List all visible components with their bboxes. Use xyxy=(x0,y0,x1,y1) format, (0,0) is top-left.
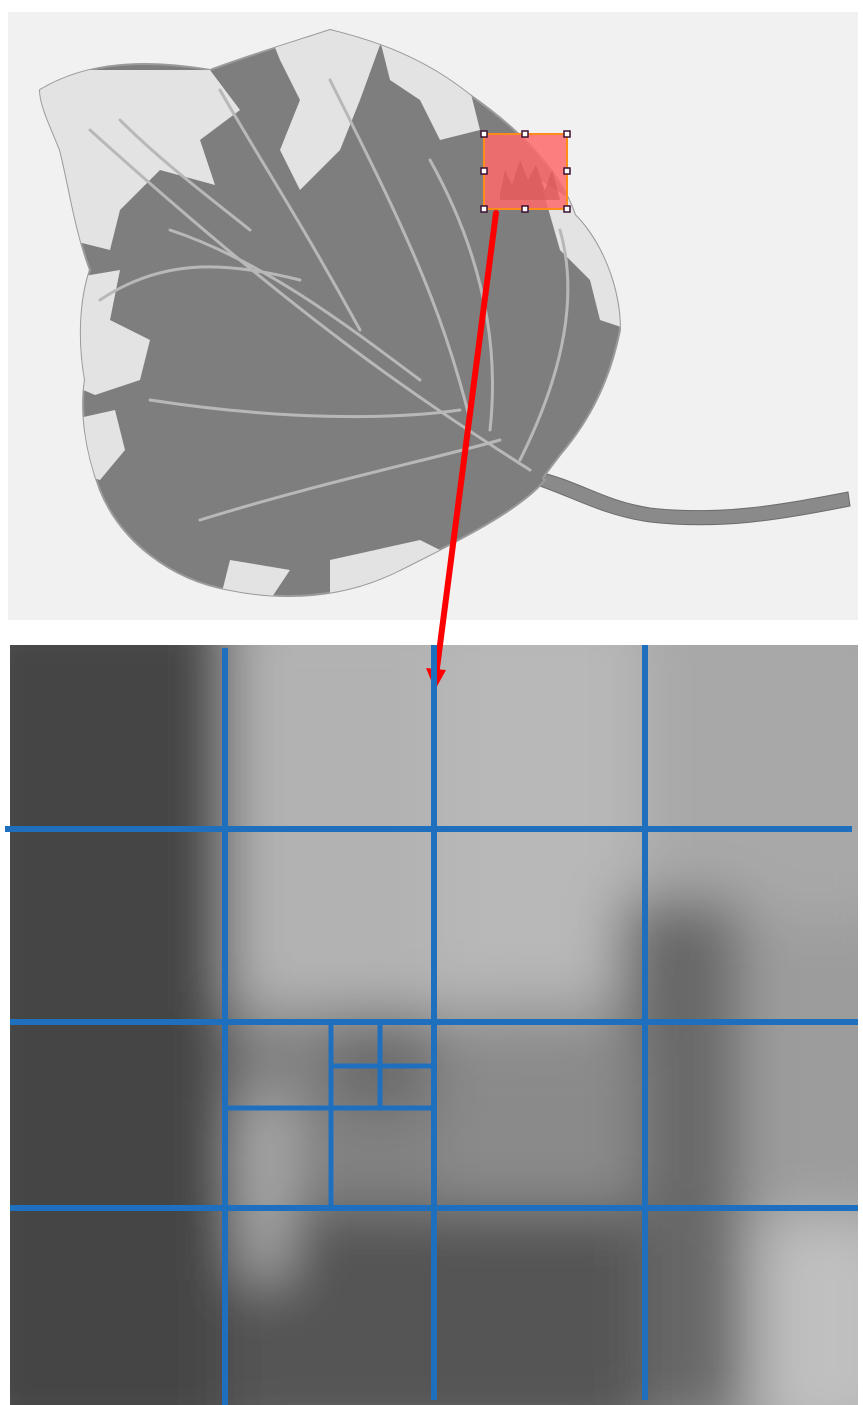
grid-level-3 xyxy=(331,1022,434,1108)
pointer-arrow-line xyxy=(434,210,499,671)
handle-bottom-right[interactable] xyxy=(563,205,571,213)
leaf-stem xyxy=(527,469,851,526)
selection-handles[interactable] xyxy=(480,130,571,213)
leaf-veins xyxy=(88,78,570,522)
handle-bottom-center[interactable] xyxy=(521,205,529,213)
leaf-photo-panel xyxy=(8,12,858,620)
selection-box[interactable] xyxy=(480,130,571,213)
handle-middle-right[interactable] xyxy=(563,167,571,175)
quadtree-grid xyxy=(5,645,858,1405)
handle-top-center[interactable] xyxy=(521,130,529,138)
handle-top-right[interactable] xyxy=(563,130,571,138)
handle-top-left[interactable] xyxy=(480,130,488,138)
grid-level-2 xyxy=(225,1022,434,1208)
handle-middle-left[interactable] xyxy=(480,167,488,175)
handle-bottom-left[interactable] xyxy=(480,205,488,213)
selection-inner-texture xyxy=(500,160,560,200)
